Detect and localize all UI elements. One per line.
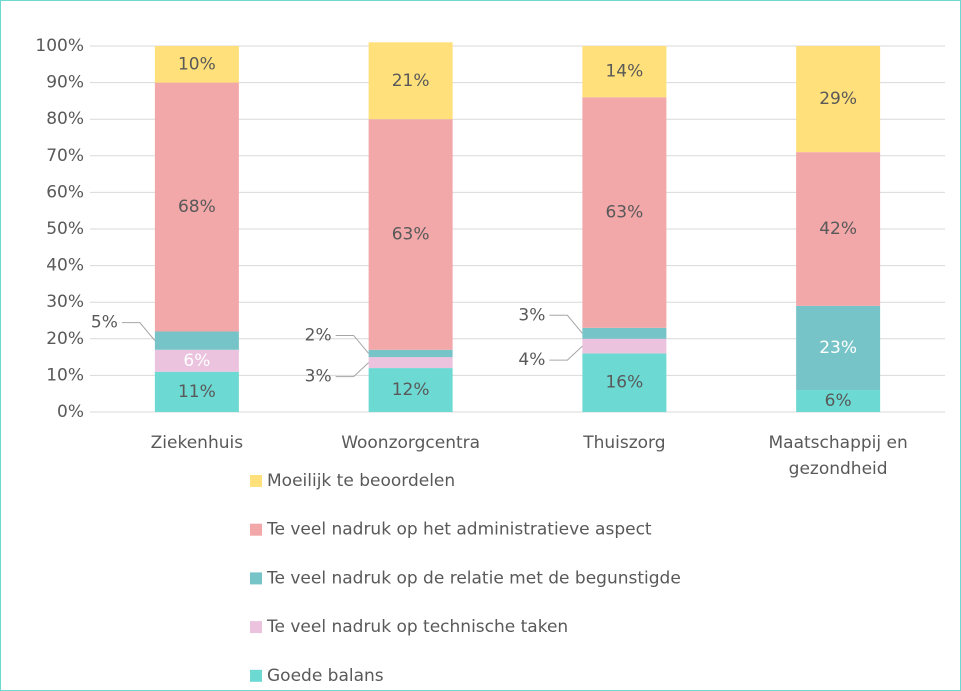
x-tick-label: Woonzorgcentra bbox=[341, 433, 481, 453]
bar-segment bbox=[582, 338, 667, 354]
legend-swatch bbox=[250, 621, 262, 634]
y-tick-label: 50% bbox=[46, 219, 84, 239]
data-label: 6% bbox=[825, 391, 852, 411]
bar-segment bbox=[154, 371, 239, 412]
legend-label: Te veel nadruk op het administratieve as… bbox=[266, 520, 652, 540]
bar-segment bbox=[796, 390, 881, 412]
y-tick-label: 10% bbox=[46, 365, 84, 385]
bar-segment bbox=[796, 305, 881, 391]
bar-segment bbox=[368, 368, 453, 412]
bar-segment bbox=[154, 331, 239, 350]
legend-swatch bbox=[250, 669, 262, 682]
bar-segment bbox=[796, 152, 881, 306]
leader-line bbox=[549, 314, 583, 334]
y-tick-label: 90% bbox=[46, 73, 84, 93]
x-tick-label: Thuiszorg bbox=[583, 433, 666, 453]
bar-segment bbox=[582, 97, 667, 328]
y-tick-label: 80% bbox=[46, 109, 84, 129]
y-tick-label: 20% bbox=[46, 329, 84, 349]
data-label: 23% bbox=[819, 338, 857, 358]
y-tick-label: 100% bbox=[35, 36, 84, 56]
legend-swatch bbox=[250, 523, 262, 536]
legend-label: Te veel nadruk op technische taken bbox=[266, 617, 568, 637]
data-label: 11% bbox=[178, 382, 216, 402]
bar-segment bbox=[796, 46, 881, 153]
data-label: 16% bbox=[605, 373, 643, 393]
leader-line bbox=[121, 322, 156, 341]
bar-segment bbox=[154, 46, 239, 83]
bar-segment bbox=[368, 349, 453, 358]
bar-segment bbox=[154, 349, 239, 372]
data-label: 12% bbox=[392, 380, 430, 400]
data-label: 5% bbox=[91, 313, 118, 333]
legend-swatch bbox=[250, 475, 262, 487]
data-label: 2% bbox=[305, 325, 332, 345]
data-label: 29% bbox=[819, 89, 857, 109]
leader-line bbox=[335, 334, 370, 354]
legend-swatch bbox=[250, 572, 262, 585]
legend-label: Goede balans bbox=[267, 666, 384, 686]
y-tick-label: 30% bbox=[46, 292, 84, 312]
y-tick-label: 70% bbox=[46, 146, 84, 166]
data-label: 63% bbox=[605, 203, 643, 223]
data-label: 10% bbox=[178, 54, 216, 74]
bar-segment bbox=[368, 119, 453, 350]
bar-segment bbox=[582, 353, 667, 412]
bar-segment bbox=[154, 82, 239, 332]
legend-label: Te veel nadruk op de relatie met de begu… bbox=[266, 568, 681, 588]
data-label: 3% bbox=[518, 305, 545, 325]
bar-segment bbox=[368, 357, 453, 369]
data-label: 63% bbox=[392, 224, 430, 244]
leader-line bbox=[335, 362, 369, 378]
bar-segment bbox=[582, 46, 667, 98]
data-label: 6% bbox=[183, 351, 210, 371]
bar-segment bbox=[368, 42, 453, 120]
data-label: 42% bbox=[819, 219, 857, 239]
data-label: 3% bbox=[305, 367, 332, 387]
bar-segment bbox=[582, 327, 667, 339]
x-tick-label: Maatschappij en gezondheid bbox=[768, 433, 908, 479]
data-label: 14% bbox=[605, 62, 643, 82]
data-label: 4% bbox=[518, 350, 545, 370]
y-tick-label: 40% bbox=[46, 256, 84, 276]
y-tick-label: 0% bbox=[57, 402, 84, 422]
data-label: 68% bbox=[178, 197, 216, 217]
data-label: 21% bbox=[392, 71, 430, 91]
x-tick-label: Ziekenhuis bbox=[150, 433, 244, 453]
leader-line bbox=[549, 345, 583, 361]
y-tick-label: 60% bbox=[46, 182, 84, 202]
legend-label: Moeilijk te beoordelen bbox=[267, 471, 455, 491]
